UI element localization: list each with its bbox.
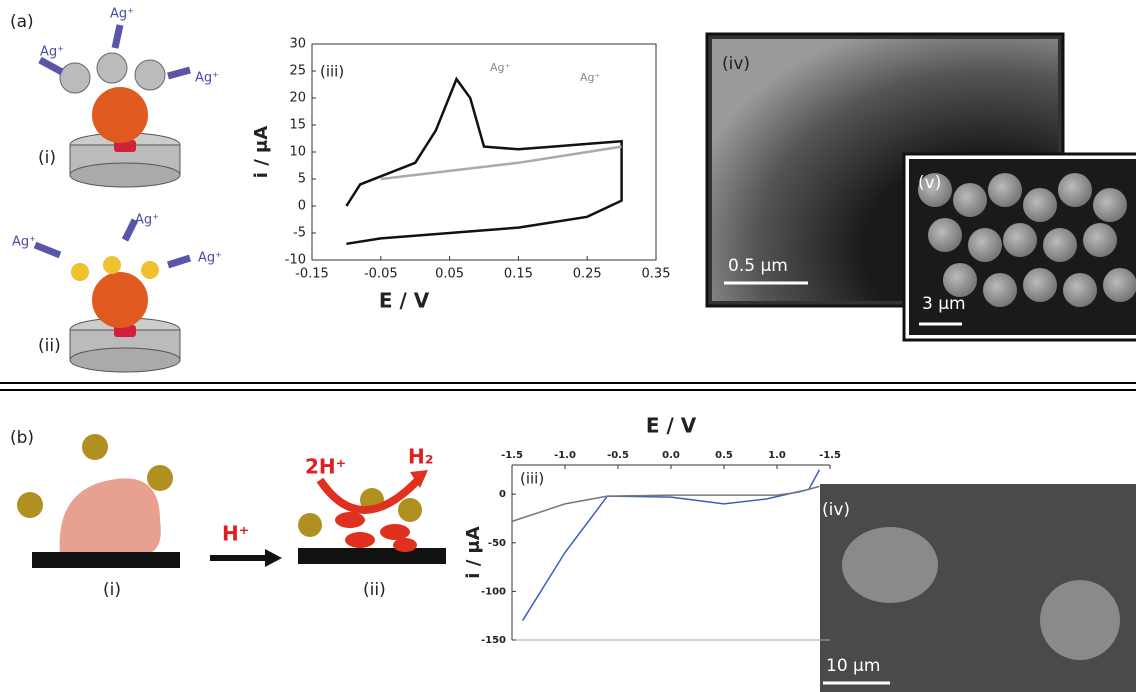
x-tick-label: -0.15 — [295, 267, 329, 282]
y-tick-label: 30 — [289, 37, 306, 52]
x-tick-label: 0.05 — [435, 267, 464, 282]
y-tick-label: 10 — [289, 145, 306, 160]
y-tick-label: -5 — [293, 226, 306, 241]
y-tick-label: 0 — [499, 489, 506, 500]
ion-label: Ag⁺ — [40, 45, 64, 60]
inset-ion-label: Ag⁺ — [580, 71, 601, 84]
ion-label: Ag⁺ — [110, 7, 134, 22]
x-tick-label: -1.0 — [554, 450, 576, 461]
x-tick-label: 0.25 — [573, 267, 602, 282]
x-tick-label: -0.5 — [607, 450, 629, 461]
schematic-label: (i) — [38, 148, 56, 168]
y-axis-label: i / μA — [463, 526, 484, 579]
y-tick-label: 20 — [289, 91, 306, 106]
micrograph-label: (iv) — [822, 500, 850, 520]
annotation: (iii) — [320, 63, 344, 81]
x-tick-label: 0.35 — [642, 267, 671, 282]
data-line — [523, 470, 820, 621]
ion-label: Ag⁺ — [198, 251, 222, 266]
x-tick-label: -1.5 — [501, 450, 523, 461]
ion-label: Ag⁺ — [195, 71, 219, 86]
panel-label: (b) — [10, 428, 34, 448]
data-line — [381, 147, 622, 179]
scale-label: 0.5 μm — [728, 256, 788, 276]
x-tick-label: 0.5 — [715, 450, 733, 461]
x-tick-label: -1.5 — [819, 450, 841, 461]
y-tick-label: 0 — [298, 199, 306, 214]
x-tick-label: 0.15 — [504, 267, 533, 282]
ion-label: Ag⁺ — [135, 213, 159, 228]
y-axis-label: i / μA — [251, 126, 272, 179]
y-tick-label: -150 — [481, 635, 506, 646]
schematic-label: (ii) — [363, 580, 386, 600]
schematic-label: (i) — [103, 580, 121, 600]
scale-label: 3 μm — [922, 294, 966, 314]
y-tick-label: 25 — [289, 64, 306, 79]
scale-label: 10 μm — [826, 656, 880, 676]
y-tick-label: 5 — [298, 172, 306, 187]
y-tick-label: -50 — [488, 538, 506, 549]
x-tick-label: -0.05 — [364, 267, 398, 282]
micrograph-label: (iv) — [722, 54, 750, 74]
x-axis-label: E / V — [379, 289, 430, 313]
figure: (a) Ag⁺ Ag⁺ Ag⁺ Ag⁺ Ag⁺ Ag⁺ (i) (ii) Ag⁺… — [0, 0, 1136, 692]
ion-label: Ag⁺ — [12, 235, 36, 250]
x-tick-label: 0.0 — [662, 450, 680, 461]
inset-ion-label: Ag⁺ — [490, 61, 511, 74]
y-tick-label: -10 — [285, 253, 306, 268]
y-tick-label: -100 — [481, 586, 506, 597]
data-line — [512, 486, 819, 521]
data-line — [346, 79, 621, 244]
reaction-label: 2H⁺ — [305, 455, 346, 479]
x-axis-label: E / V — [646, 414, 697, 438]
x-tick-label: 1.0 — [768, 450, 786, 461]
schematic-b — [17, 434, 1136, 692]
reaction-label: H₂ — [408, 445, 434, 469]
arrow-label: H⁺ — [222, 522, 249, 546]
plot-frame — [312, 44, 656, 260]
micrograph-label: (v) — [918, 173, 941, 193]
schematic-label: (ii) — [38, 336, 61, 356]
schematic-a — [35, 25, 190, 372]
annotation: (iii) — [520, 470, 544, 488]
y-tick-label: 15 — [289, 118, 306, 133]
panel-label: (a) — [10, 12, 34, 32]
